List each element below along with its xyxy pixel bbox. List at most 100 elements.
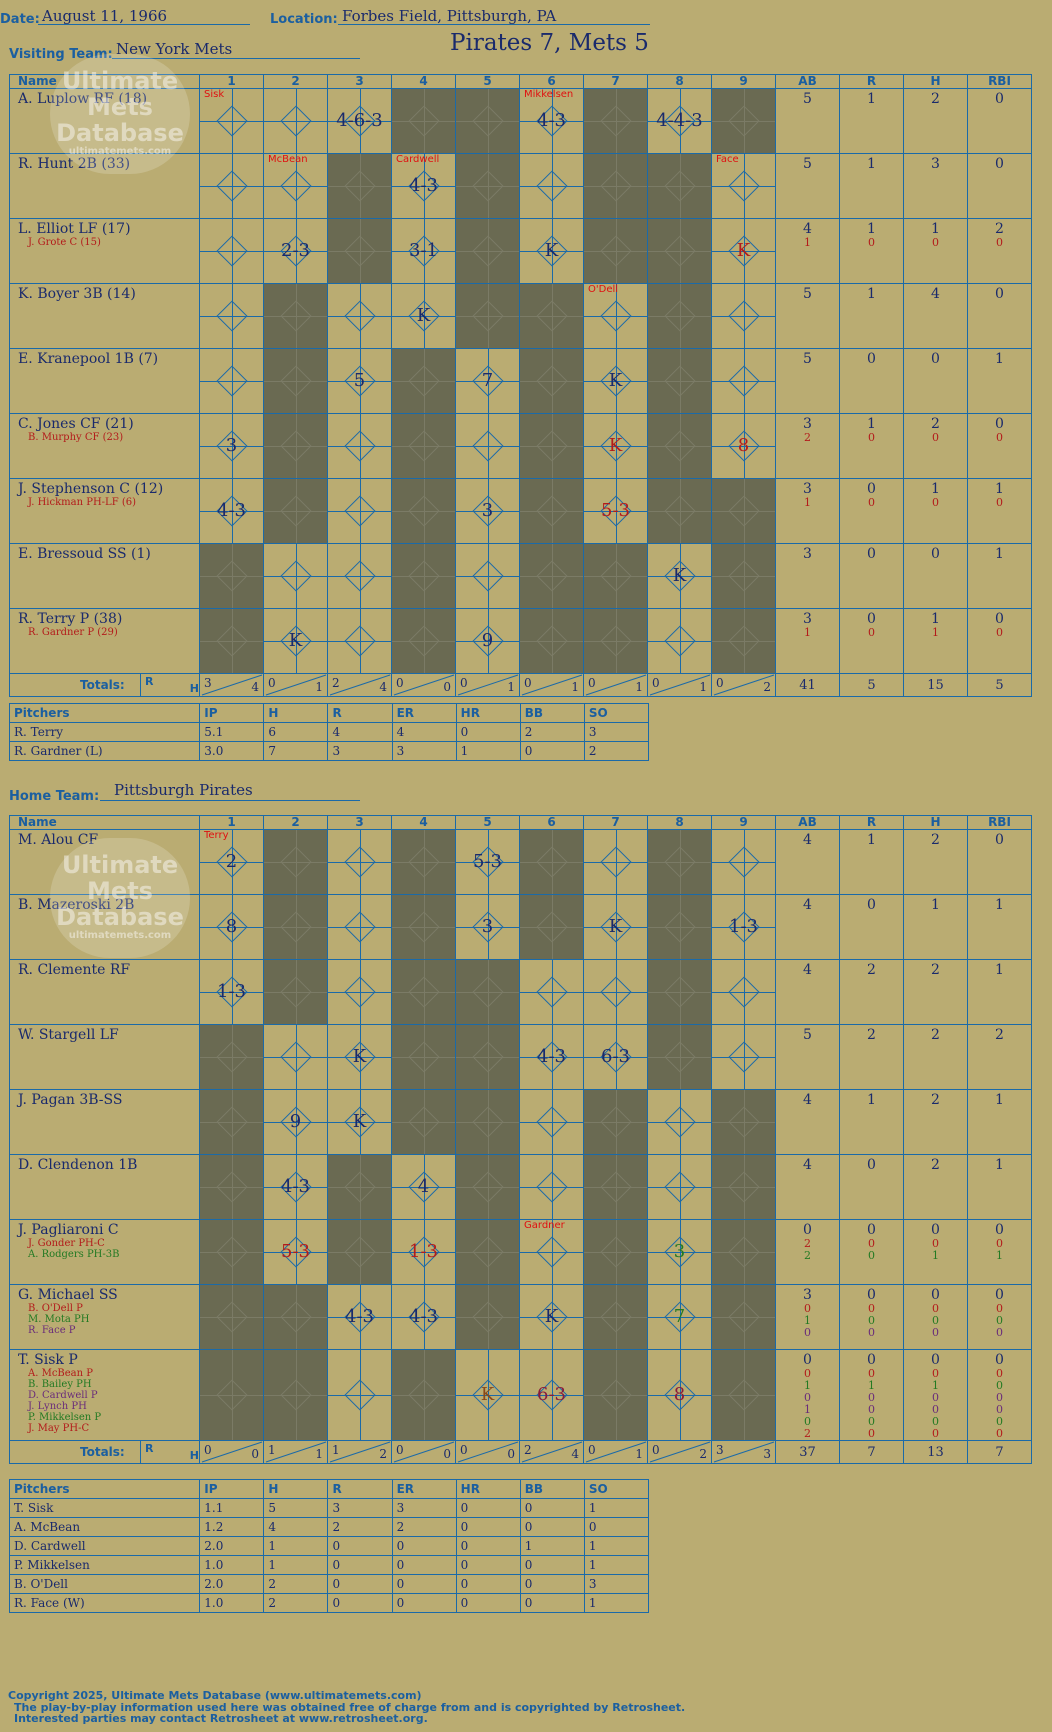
- cell-gridline: [615, 479, 617, 543]
- batter-name: R. Hunt 2B (33): [18, 156, 131, 172]
- base-diamond: [279, 976, 312, 1008]
- batter-stat-value: 5: [803, 286, 812, 302]
- batter-stat-cell: 4: [775, 1089, 840, 1155]
- inning-runs: 2: [332, 676, 340, 690]
- totals-label-cell: Totals: R H: [9, 673, 200, 697]
- batter-name: C. Jones CF (21): [18, 416, 134, 432]
- base-diamond: [599, 1379, 632, 1411]
- at-bat-cell: 4-3: [199, 478, 264, 544]
- substitute-name: P. Mikkelsen P: [28, 1412, 102, 1423]
- at-bat-cell: 2-3: [263, 218, 328, 284]
- batter-stat-value: 0: [995, 156, 1004, 172]
- cell-gridline: [359, 479, 361, 543]
- pitcher-stat: 0: [455, 1517, 521, 1537]
- at-bat-cell: [263, 413, 328, 479]
- pitcher-stat: 6: [263, 722, 329, 742]
- batter-stat-value: 2: [931, 832, 940, 848]
- batter-stat-value: 0: [996, 1314, 1003, 1327]
- at-bat-cell: [327, 283, 392, 349]
- base-diamond: [279, 911, 312, 943]
- batter-name-cell: K. Boyer 3B (14): [9, 283, 200, 349]
- rh-key-r: R: [145, 1442, 154, 1455]
- batter-stat-value: 0: [804, 1415, 811, 1428]
- cell-gridline: [551, 89, 553, 153]
- base-diamond: [279, 430, 312, 462]
- substitute-name: B. Bailey PH: [28, 1379, 92, 1390]
- base-diamond: [599, 1236, 632, 1268]
- base-diamond: [471, 170, 504, 202]
- at-bat-cell: [647, 283, 712, 349]
- at-bat-cell: [391, 543, 456, 609]
- base-diamond: [727, 170, 760, 202]
- pitcher-stat: 0: [455, 1574, 521, 1594]
- base-diamond: [343, 1171, 376, 1203]
- retrosheet-contact: Interested parties may contact Retroshee…: [14, 1712, 428, 1725]
- batter-stat-value: 0: [932, 1326, 939, 1339]
- substitute-name: B. O'Dell P: [28, 1303, 83, 1314]
- batter-name-cell: J. Pagan 3B-SS: [9, 1089, 200, 1155]
- pitcher-stat: 0: [327, 1593, 393, 1613]
- cell-gridline: [679, 830, 681, 894]
- batter-stat-value: 4: [803, 832, 812, 848]
- play-result: K: [608, 916, 623, 937]
- pitcher-change-note: Terry: [204, 830, 229, 842]
- at-bat-cell: [391, 478, 456, 544]
- inning-hits: 1: [315, 1447, 323, 1461]
- cell-gridline: [359, 1350, 361, 1440]
- home-pitching-table: Pitchers IP H R ER HR BB SO T. Sisk 1.1 5 3 3 0 0 1 A. M…: [8, 1479, 650, 1613]
- batter-stat-value: 0: [867, 611, 876, 627]
- batter-stat-value: 0: [931, 351, 940, 367]
- base-diamond: [663, 1171, 696, 1203]
- at-bat-cell: [519, 1089, 584, 1155]
- cell-gridline: [679, 960, 681, 1024]
- cell-gridline: [679, 1090, 681, 1154]
- base-diamond: [727, 1106, 760, 1138]
- base-diamond: [407, 560, 440, 592]
- inning-total-slash: [329, 674, 391, 696]
- batter-stat-value: 0: [868, 1314, 875, 1327]
- batter-stat-value: 0: [868, 1237, 875, 1250]
- cell-gridline: [295, 960, 297, 1024]
- cell-gridline: [359, 609, 361, 673]
- at-bat-cell: [711, 608, 776, 674]
- batter-stat-value: 0: [995, 1222, 1004, 1238]
- at-bat-cell: [263, 348, 328, 414]
- cell-gridline: [295, 544, 297, 608]
- batter-row: R. Terry P (38) R. Gardner P (29) K 9 3 1 0 0 1 1…: [9, 608, 1032, 674]
- batter-stat-cell: 2: [839, 1024, 904, 1090]
- inning-total-slash: [329, 1441, 391, 1463]
- totals-label: Totals:: [80, 678, 125, 692]
- base-diamond: [727, 1301, 760, 1333]
- at-bat-cell: [583, 608, 648, 674]
- play-result: 8: [737, 435, 750, 456]
- at-bat-cell: [519, 478, 584, 544]
- cell-gridline: [487, 414, 489, 478]
- inning-hits: 2: [379, 1447, 387, 1461]
- batter-stat-value: 0: [995, 416, 1004, 432]
- pitching-header: R: [327, 703, 393, 723]
- cell-gridline: [551, 284, 553, 348]
- at-bat-cell: 4-4-3: [647, 88, 712, 154]
- batter-stat-value: 1: [995, 1092, 1004, 1108]
- base-diamond: [215, 1041, 248, 1073]
- play-result: 2: [225, 851, 238, 872]
- at-bat-cell: [519, 283, 584, 349]
- pitcher-stat: 4: [263, 1517, 329, 1537]
- at-bat-cell: [327, 894, 392, 960]
- play-result: 1-3: [729, 916, 758, 937]
- base-diamond: [279, 495, 312, 527]
- batter-stat-cell: 5: [775, 153, 840, 219]
- batter-stat-value: 3: [803, 481, 812, 497]
- base-diamond: [407, 105, 440, 137]
- base-diamond: [663, 1041, 696, 1073]
- at-bat-cell: [327, 1154, 392, 1220]
- inning-total-slash: [521, 674, 583, 696]
- play-result: 8: [225, 916, 238, 937]
- play-result: K: [352, 1111, 367, 1132]
- inning-runs: 2: [524, 1443, 532, 1457]
- at-bat-cell: 3-1: [391, 218, 456, 284]
- base-diamond: [535, 365, 568, 397]
